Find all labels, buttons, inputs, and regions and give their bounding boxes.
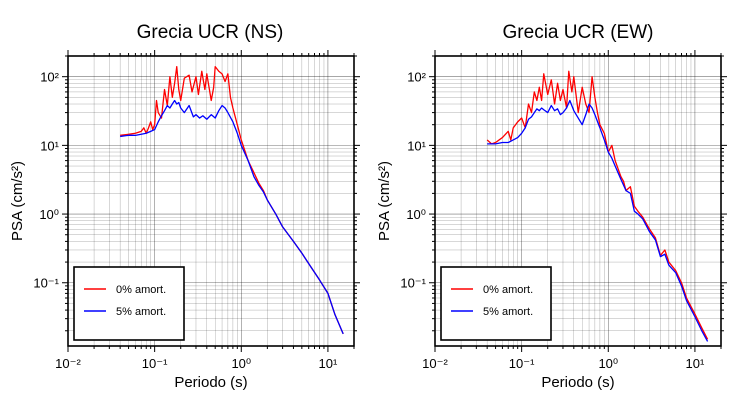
panel-ew: Grecia UCR (EW) 10⁻² 10⁻¹ 10⁰ 10¹ 10⁻¹ 10⁰ 10¹… xyxy=(376,22,727,391)
y-axis-label: PSA (cm/s²) xyxy=(9,161,26,241)
y-axis-label: PSA (cm/s²) xyxy=(376,161,393,241)
x-axis-label: Periodo (s) xyxy=(174,374,247,391)
x-tick-label: 10¹ xyxy=(319,356,338,371)
legend: 0% amort. 5% amort. xyxy=(73,266,185,341)
chart-title: Grecia UCR (EW) xyxy=(503,22,654,43)
tick-labels: 10⁻² 10⁻¹ 10⁰ 10¹ 10⁻¹ 10⁰ 10¹ 10² xyxy=(33,70,338,371)
chart-title: Grecia UCR (NS) xyxy=(137,22,284,43)
series-group xyxy=(486,70,709,342)
x-tick-label: 10¹ xyxy=(686,356,705,371)
legend-entry-1: 5% amort. xyxy=(483,306,533,318)
plot-frame xyxy=(67,55,355,347)
series-line-1 xyxy=(487,99,709,342)
y-tick-label: 10⁰ xyxy=(39,207,59,222)
tick-labels: 10⁻² 10⁻¹ 10⁰ 10¹ 10⁻¹ 10⁰ 10¹ 10² xyxy=(400,70,705,371)
y-tick-label: 10² xyxy=(407,70,426,85)
series-group xyxy=(120,65,344,335)
y-tick-label: 10¹ xyxy=(40,138,59,153)
plot-frame xyxy=(434,55,722,347)
series-line-0 xyxy=(486,70,709,340)
legend-entry-0: 0% amort. xyxy=(116,284,166,296)
x-tick-label: 10⁰ xyxy=(598,356,618,371)
legend-entry-0: 0% amort. xyxy=(483,284,533,296)
axis-ticks xyxy=(429,50,727,352)
x-tick-label: 10⁻¹ xyxy=(509,356,535,371)
x-tick-label: 10⁻² xyxy=(55,356,81,371)
y-tick-label: 10¹ xyxy=(407,138,426,153)
y-tick-label: 10² xyxy=(40,70,59,85)
axis-ticks xyxy=(62,50,360,352)
x-tick-label: 10⁰ xyxy=(231,356,251,371)
grid xyxy=(67,55,355,346)
x-axis-label: Periodo (s) xyxy=(541,374,614,391)
legend-entry-1: 5% amort. xyxy=(116,306,166,318)
legend: 0% amort. 5% amort. xyxy=(440,266,552,341)
y-tick-label: 10⁰ xyxy=(406,207,426,222)
panel-ns: Grecia UCR (NS) 10⁻² 10⁻¹ 10⁰ 10¹ 10⁻¹ 10⁰ 10¹… xyxy=(9,22,360,391)
y-tick-label: 10⁻¹ xyxy=(400,276,426,291)
x-tick-label: 10⁻¹ xyxy=(142,356,168,371)
legend-box xyxy=(440,266,552,341)
series-line-1 xyxy=(120,99,344,335)
y-tick-label: 10⁻¹ xyxy=(33,276,59,291)
legend-box xyxy=(73,266,185,341)
x-tick-label: 10⁻² xyxy=(422,356,448,371)
